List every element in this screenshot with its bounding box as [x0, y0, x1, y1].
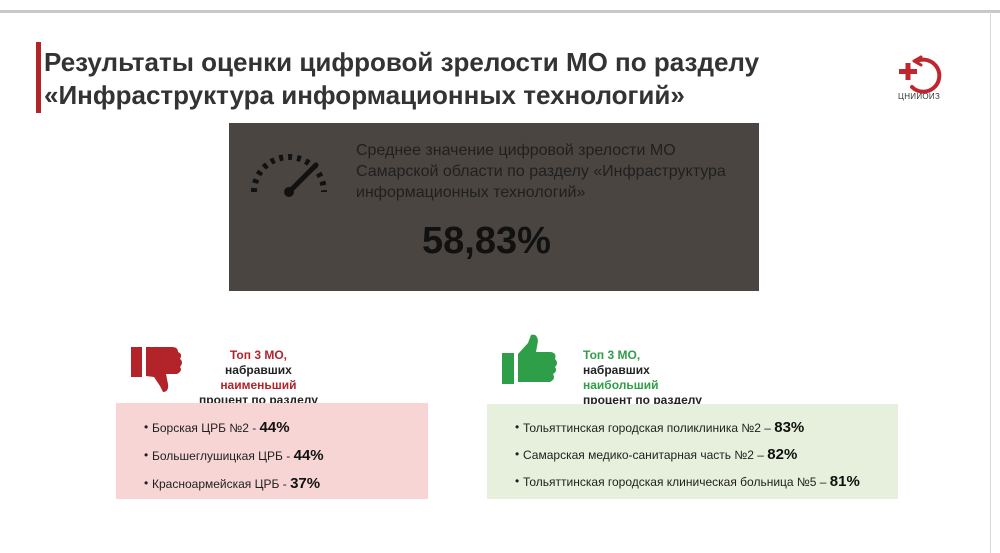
thumbs-up-icon — [502, 334, 557, 384]
lowest-caption-rest-1: набравших — [225, 363, 292, 377]
average-value: 58,83% — [422, 220, 551, 262]
highest-caption-line-1: Топ 3 МО, набравших наибольший — [583, 348, 702, 393]
lowest-caption: Топ 3 МО, набравших наименьший процент п… — [199, 348, 318, 408]
average-line-3: информационных технологий» — [356, 184, 586, 201]
cniioiz-logo-icon — [899, 55, 942, 94]
average-line-2: Самарской области по разделу «Инфраструк… — [356, 163, 726, 180]
average-line-1: Среднее значение цифровой зрелости МО — [356, 142, 676, 159]
mo-name: Красноармейская ЦРБ - — [152, 477, 291, 491]
list-item: Борская ЦРБ №2 - 44% — [116, 417, 428, 439]
average-description: Среднее значение цифровой зрелости МО Са… — [356, 140, 746, 203]
mo-name: Тольяттинская городская клиническая боль… — [523, 475, 830, 489]
mo-percent: 37% — [290, 475, 321, 492]
lowest-caption-prefix: Топ 3 МО, — [229, 348, 288, 362]
title-line-2: «Инфраструктура информационных технологи… — [44, 80, 685, 110]
lowest-caption-highlight: наименьший — [220, 378, 297, 392]
lowest-list: Борская ЦРБ №2 - 44% Большеглушицкая ЦРБ… — [116, 403, 428, 499]
mo-percent: 83% — [774, 419, 805, 436]
top-divider — [0, 10, 1000, 13]
list-item: Тольяттинская городская поликлиника №2 –… — [487, 417, 898, 439]
logo-caption: ЦНИИОИЗ — [898, 92, 941, 101]
page-title: Результаты оценки цифровой зрелости МО п… — [44, 46, 764, 112]
list-item: Большеглушицкая ЦРБ - 44% — [116, 445, 428, 467]
mo-percent: 44% — [259, 419, 290, 436]
mo-percent: 81% — [829, 473, 860, 490]
highest-caption: Топ 3 МО, набравших наибольший процент п… — [583, 348, 702, 408]
highest-caption-rest-1: набравших — [583, 363, 650, 377]
highest-caption-line-2: процент по разделу — [583, 393, 702, 407]
list-item: Самарская медико-санитарная часть №2 – 8… — [487, 444, 898, 466]
list-item: Красноармейская ЦРБ - 37% — [116, 473, 428, 495]
mo-name: Большеглушицкая ЦРБ - — [152, 449, 294, 463]
mo-name: Самарская медико-санитарная часть №2 – — [523, 448, 768, 462]
highest-caption-prefix: Топ 3 МО, — [583, 348, 641, 362]
mo-name: Тольяттинская городская поликлиника №2 – — [523, 421, 775, 435]
mo-name: Борская ЦРБ №2 - — [152, 421, 260, 435]
mo-percent: 44% — [293, 447, 324, 464]
lowest-caption-line-1: Топ 3 МО, набравших — [199, 348, 318, 378]
title-accent-bar — [36, 42, 41, 113]
list-item: Тольяттинская городская клиническая боль… — [487, 471, 898, 493]
highest-list: Тольяттинская городская поликлиника №2 –… — [487, 404, 898, 499]
title-line-1: Результаты оценки цифровой зрелости МО п… — [44, 47, 760, 77]
mo-percent: 82% — [767, 446, 798, 463]
highest-caption-highlight: наибольший — [583, 378, 659, 392]
right-edge-divider — [990, 12, 991, 553]
average-panel: Среднее значение цифровой зрелости МО Са… — [229, 123, 759, 291]
thumbs-down-icon — [131, 347, 182, 392]
speedometer-icon — [251, 154, 327, 197]
